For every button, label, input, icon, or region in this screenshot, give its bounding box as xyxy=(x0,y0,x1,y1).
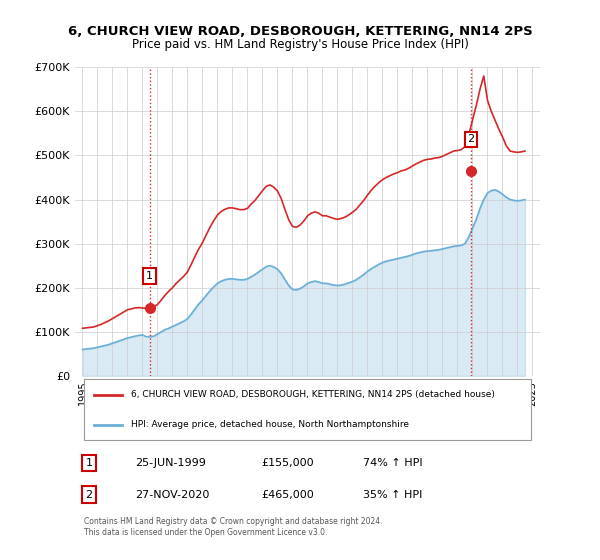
Text: 6, CHURCH VIEW ROAD, DESBOROUGH, KETTERING, NN14 2PS (detached house): 6, CHURCH VIEW ROAD, DESBOROUGH, KETTERI… xyxy=(131,390,494,399)
Text: £155,000: £155,000 xyxy=(261,458,314,468)
Text: Price paid vs. HM Land Registry's House Price Index (HPI): Price paid vs. HM Land Registry's House … xyxy=(131,38,469,51)
Text: 35% ↑ HPI: 35% ↑ HPI xyxy=(364,490,422,500)
Text: 25-JUN-1999: 25-JUN-1999 xyxy=(136,458,206,468)
Text: HPI: Average price, detached house, North Northamptonshire: HPI: Average price, detached house, Nort… xyxy=(131,421,409,430)
Text: 2: 2 xyxy=(467,134,475,144)
Text: 1: 1 xyxy=(85,458,92,468)
Text: Contains HM Land Registry data © Crown copyright and database right 2024.
This d: Contains HM Land Registry data © Crown c… xyxy=(84,517,383,536)
Text: 2: 2 xyxy=(85,490,92,500)
Text: 74% ↑ HPI: 74% ↑ HPI xyxy=(364,458,423,468)
Text: 27-NOV-2020: 27-NOV-2020 xyxy=(136,490,210,500)
FancyBboxPatch shape xyxy=(84,379,531,440)
Text: 1: 1 xyxy=(146,271,153,281)
Text: 6, CHURCH VIEW ROAD, DESBOROUGH, KETTERING, NN14 2PS: 6, CHURCH VIEW ROAD, DESBOROUGH, KETTERI… xyxy=(68,25,532,38)
Text: £465,000: £465,000 xyxy=(261,490,314,500)
